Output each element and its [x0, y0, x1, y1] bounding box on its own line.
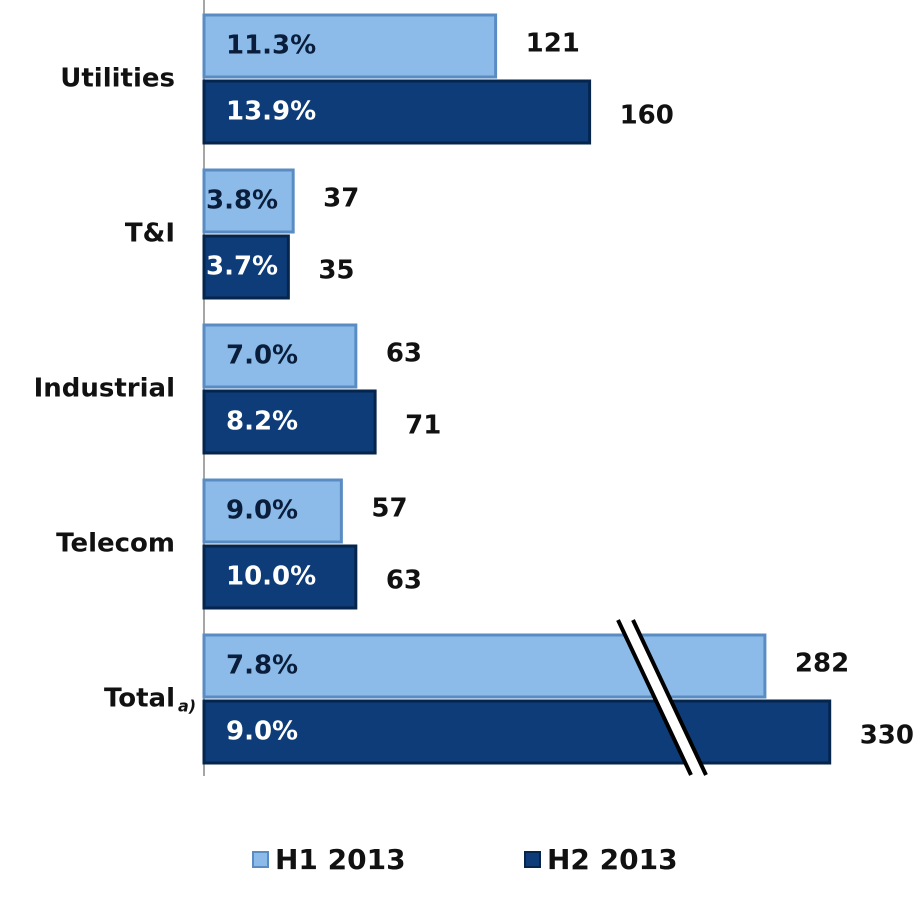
percent-label: 3.7%: [206, 252, 278, 282]
bar: [202, 168, 295, 234]
value-label: 71: [405, 411, 441, 441]
bar: [202, 13, 498, 79]
value-label: 37: [323, 184, 359, 214]
axis-break-line: [616, 619, 693, 776]
value-label: 35: [318, 256, 354, 286]
legend-swatch: [524, 851, 541, 868]
percent-label: 7.8%: [226, 651, 298, 681]
percent-label: 9.0%: [226, 717, 298, 747]
percent-label: 10.0%: [226, 562, 316, 592]
value-label: 121: [526, 29, 580, 59]
bar: [202, 478, 343, 544]
value-label: 330: [860, 721, 914, 751]
bar: [202, 79, 592, 145]
value-label: 282: [795, 649, 849, 679]
percent-label: 13.9%: [226, 97, 316, 127]
percent-label: 7.0%: [226, 341, 298, 371]
category-label: Utilities: [60, 64, 175, 94]
bar: [202, 633, 767, 699]
value-label: 63: [386, 566, 422, 596]
value-label: 57: [371, 494, 407, 524]
category-label: T&I: [125, 219, 175, 249]
axis-break-line: [631, 619, 708, 776]
category-label: Telecom: [56, 529, 175, 559]
bar: [202, 389, 377, 455]
percent-label: 3.8%: [206, 186, 278, 216]
percent-label: 9.0%: [226, 496, 298, 526]
bar: [202, 699, 832, 765]
legend-label: H1 2013: [275, 843, 406, 876]
bar: [202, 544, 358, 610]
percent-label: 8.2%: [226, 407, 298, 437]
percent-label: 11.3%: [226, 31, 316, 61]
legend-label: H2 2013: [547, 843, 678, 876]
value-label: 63: [386, 339, 422, 369]
value-label: 160: [620, 101, 674, 131]
bar: [202, 323, 358, 389]
category-label: Industrial: [34, 374, 175, 404]
bar: [202, 234, 290, 300]
axis-break-gap: [618, 620, 706, 775]
annotation: a): [178, 697, 196, 716]
legend-swatch: [252, 851, 269, 868]
category-label: Total: [104, 684, 175, 714]
